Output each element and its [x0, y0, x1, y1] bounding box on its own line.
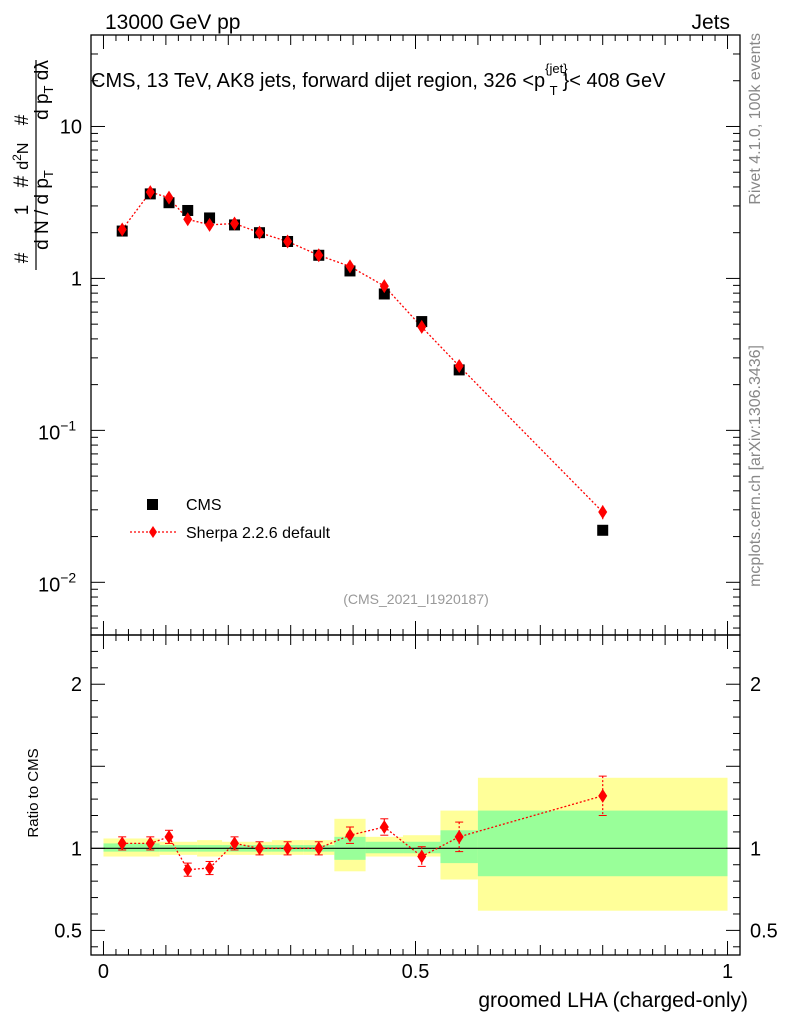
ratio-point — [314, 841, 324, 856]
rivet-version-label: Rivet 4.1.0, 100k events — [747, 33, 764, 205]
svg-text:#: # — [12, 252, 33, 263]
sherpa-point — [417, 319, 427, 334]
legend-sherpa-marker — [149, 526, 157, 538]
category-label: Jets — [691, 11, 730, 34]
main-y-tick-label: 10−2 — [38, 569, 76, 596]
ratio-inner-band — [365, 841, 404, 854]
ratio-point — [345, 828, 355, 843]
ratio-y-tick-label-right: 0.5 — [750, 920, 778, 942]
plot-title-main: CMS, 13 TeV, AK8 jets, forward dijet reg… — [91, 70, 545, 92]
ratio-uncertainty-bands — [103, 777, 728, 911]
analysis-id-label: (CMS_2021_I1920187) — [343, 591, 489, 607]
sherpa-point — [283, 234, 293, 249]
ratio-series-line — [122, 795, 603, 871]
main-y-tick-label: 1 — [71, 268, 82, 290]
plot-title-sup: {jet} — [545, 61, 568, 76]
svg-text:d N / d pT: d N / d pT — [32, 170, 56, 250]
sherpa-point — [117, 222, 127, 237]
ratio-inner-band — [477, 810, 728, 877]
ratio-point — [164, 829, 174, 844]
main-plot-frame — [90, 34, 741, 636]
sherpa-point — [164, 190, 174, 205]
ratio-y-tick-label: 1 — [71, 838, 82, 860]
ratio-point — [145, 836, 155, 851]
sherpa-point — [205, 217, 215, 232]
cms-point — [182, 204, 194, 216]
sherpa-series-line — [121, 191, 604, 513]
sherpa-point — [183, 212, 193, 227]
ratio-y-tick-label: 0.5 — [54, 920, 82, 942]
main-plot-panel: 10 1 10−1 10−2 CMS, 13 TeV, AK8 jets, forwa… — [10, 34, 741, 636]
x-tick-label: 1 — [722, 961, 733, 983]
ratio-point — [379, 820, 389, 834]
ratio-point — [283, 841, 293, 856]
ratio-error-bars — [118, 775, 607, 877]
cms-point — [378, 288, 390, 300]
ratio-plot-panel: 2 21 10.5 0.5 0 0.5 1 Ratio to CMS groomed LH… — [25, 634, 778, 1012]
main-y-tick-labels: 10 1 10−1 10−2 — [38, 116, 82, 596]
x-tick-label: 0 — [98, 961, 109, 983]
ratio-y-tick-label: 2 — [71, 674, 82, 696]
main-y-tick-label: 10−1 — [38, 417, 76, 444]
energy-label: 13000 GeV pp — [105, 11, 240, 34]
cms-data-points — [116, 188, 609, 536]
ratio-y-tick-labels: 2 2 1 1 0.5 0.5 — [54, 674, 778, 942]
ratio-point — [230, 836, 240, 851]
legend-sherpa-label: Sherpa 2.2.6 default — [186, 525, 331, 542]
main-y-tick-label: 10 — [60, 116, 82, 138]
x-axis-label: groomed LHA (charged-only) — [478, 989, 748, 1012]
x-tick-label: 0.5 — [402, 961, 430, 983]
sherpa-point — [379, 279, 389, 294]
plot-title-sub: T — [550, 83, 558, 98]
ratio-point — [454, 829, 464, 844]
sherpa-point — [145, 185, 155, 200]
sherpa-point — [254, 225, 264, 240]
ratio-data-points — [117, 788, 608, 877]
ratio-plot-frame — [90, 634, 741, 956]
sherpa-point — [314, 248, 324, 263]
mcplots-site-label: mcplots.cern.ch [arXiv:1306.3436] — [747, 345, 764, 587]
legend-cms-label: CMS — [186, 497, 222, 514]
ratio-point — [598, 788, 608, 803]
main-axis-ticks — [91, 34, 740, 635]
main-y-axis-label: #d2N d pT dλ d N / d pT 1 # # — [10, 60, 56, 270]
ratio-y-tick-label-right: 1 — [750, 838, 761, 860]
ratio-point — [205, 861, 215, 876]
sherpa-error-bars — [121, 189, 604, 520]
sherpa-data-points — [117, 185, 608, 520]
svg-text:#: # — [12, 114, 33, 125]
sherpa-point — [454, 359, 464, 374]
svg-text:#d2N: #d2N — [10, 143, 33, 188]
ratio-point — [417, 849, 427, 864]
plot-title-end: }< 408 GeV — [563, 70, 667, 92]
ratio-point — [183, 862, 193, 877]
ratio-y-tick-label-right: 2 — [750, 674, 761, 696]
cms-point — [597, 524, 609, 536]
sherpa-point — [230, 216, 240, 231]
ratio-point — [254, 841, 264, 856]
ratio-y-axis-label: Ratio to CMS — [25, 748, 42, 837]
ratio-x-tick-labels: 0 0.5 1 — [98, 961, 733, 983]
ratio-axis-ticks — [91, 635, 740, 955]
ratio-inner-band — [103, 843, 160, 852]
legend-cms-marker — [147, 499, 158, 510]
legend: CMS Sherpa 2.2.6 default — [130, 497, 331, 542]
svg-text:1: 1 — [12, 205, 33, 216]
ratio-point — [117, 836, 127, 851]
sherpa-point — [345, 259, 355, 274]
plot-title: CMS, 13 TeV, AK8 jets, forward dijet reg… — [91, 61, 666, 98]
sherpa-point — [598, 505, 608, 520]
